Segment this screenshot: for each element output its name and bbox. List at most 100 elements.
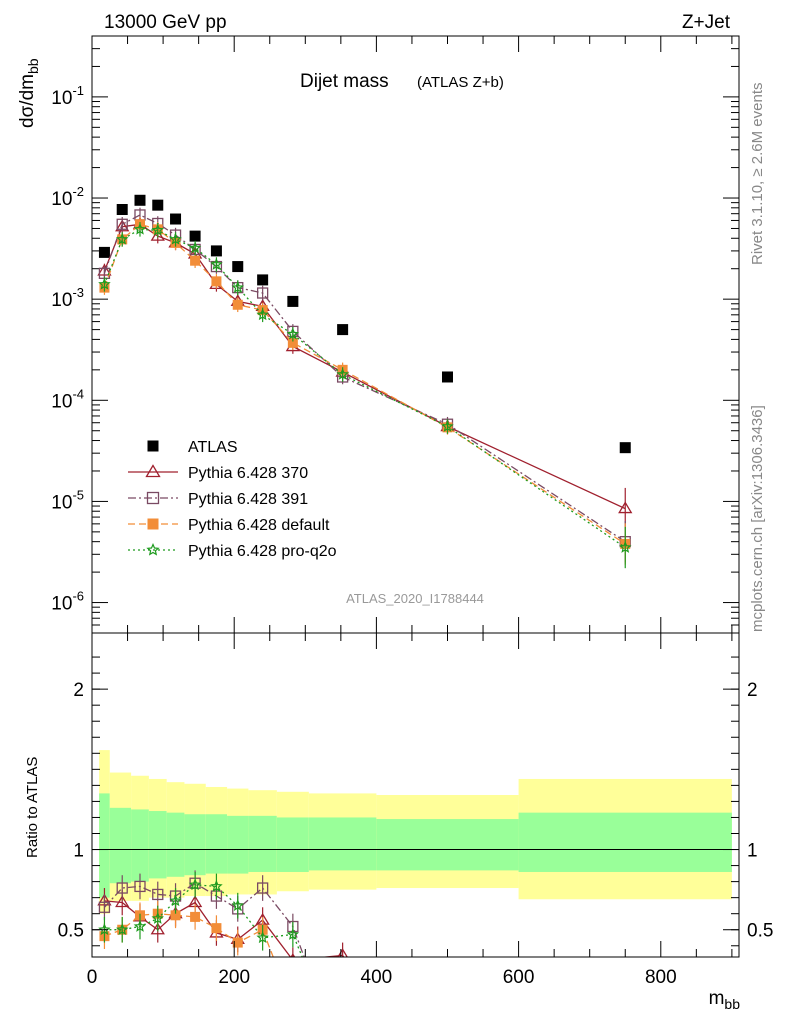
- uncertainty-band-green: [248, 815, 277, 872]
- marker-pythia-6-428-default: [232, 937, 243, 948]
- y-tick-label: 10-1: [51, 83, 84, 109]
- watermark: ATLAS_2020_I1788444: [346, 591, 484, 606]
- x-tick-label: 200: [218, 967, 250, 988]
- x-tick-label: 0: [87, 967, 98, 988]
- marker-pythia-6-428-370: [150, 922, 165, 935]
- uncertainty-band-green: [109, 807, 132, 884]
- rivet-label: Rivet 3.1.10, ≥ 2.6M events: [749, 83, 766, 266]
- series-line: [103, 223, 626, 510]
- marker-pythia-6-428-pro-q2o: [133, 222, 147, 235]
- marker-atlas: [210, 245, 222, 257]
- marker-pythia-6-428-391: [116, 218, 128, 230]
- marker-atlas: [287, 295, 299, 307]
- marker-pythia-6-428-391: [256, 882, 269, 894]
- marker-atlas: [116, 204, 128, 216]
- marker-atlas: [232, 261, 244, 273]
- marker-pythia-6-428-370: [337, 948, 348, 957]
- ratio-plot-frame: [91, 632, 740, 958]
- marker-pythia-6-428-default: [147, 518, 159, 530]
- x-axis-label-main: m: [709, 988, 725, 1009]
- energy-label: 13000 GeV pp: [104, 12, 227, 33]
- main-y-axis-label-sub: bb: [25, 58, 41, 74]
- marker-pythia-6-428-391: [152, 888, 164, 901]
- marker-pythia-6-428-pro-q2o: [151, 911, 164, 924]
- marker-pythia-6-428-370: [115, 895, 130, 908]
- ratio-y-tick-label: 1: [73, 841, 84, 862]
- marker-pythia-6-428-pro-q2o: [256, 931, 269, 944]
- marker-pythia-6-428-391: [146, 491, 160, 505]
- marker-atlas: [134, 194, 146, 206]
- mcplots-label: mcplots.cern.ch [arXiv:1306.3436]: [749, 405, 766, 632]
- marker-pythia-6-428-default: [232, 299, 243, 310]
- marker-pythia-6-428-pro-q2o: [188, 241, 202, 254]
- marker-pythia-6-428-pro-q2o: [231, 281, 244, 293]
- legend-item: ATLAS: [147, 439, 238, 456]
- uncertainty-band-green: [205, 814, 228, 874]
- legend-label: ATLAS: [188, 439, 238, 456]
- series-pythia-6-428-391: [98, 207, 631, 563]
- marker-pythia-6-428-pro-q2o: [169, 232, 182, 245]
- y-tick-label: 10-6: [51, 589, 84, 615]
- x-axis-label: mbb: [709, 988, 741, 1012]
- plot-subtitle: (ATLAS Z+b): [417, 74, 504, 91]
- marker-pythia-6-428-pro-q2o: [619, 540, 632, 553]
- legend-label: Pythia 6.428 pro-q2o: [188, 543, 337, 560]
- marker-pythia-6-428-pro-q2o: [188, 878, 202, 891]
- legend-item: Pythia 6.428 391: [128, 491, 308, 508]
- marker-pythia-6-428-default: [287, 337, 298, 348]
- y-tick-label: 10-3: [51, 285, 84, 311]
- ratio-y-tick-label-right: 1: [747, 841, 758, 862]
- ratio-y-tick-label-right: 0.5: [747, 921, 773, 942]
- uncertainty-band-green: [99, 793, 110, 898]
- marker-pythia-6-428-default: [211, 923, 222, 934]
- uncertainty-band-green: [148, 811, 167, 879]
- ratio-y-tick-label: 0.5: [58, 921, 84, 942]
- marker-pythia-6-428-default: [190, 911, 201, 922]
- marker-pythia-6-428-391: [116, 882, 128, 894]
- x-tick-label: 400: [361, 967, 393, 988]
- ratio-plot-panel: 0.5 0.5 1 1 2 2 0 200 400 600 800 Ratio to ATLAS m…: [24, 632, 773, 1012]
- legend-label: Pythia 6.428 default: [188, 517, 330, 534]
- marker-pythia-6-428-pro-q2o: [116, 232, 129, 245]
- marker-pythia-6-428-pro-q2o: [210, 879, 223, 892]
- marker-atlas: [337, 324, 349, 336]
- legend-item: Pythia 6.428 370: [128, 464, 308, 482]
- uncertainty-band-green: [184, 814, 206, 876]
- marker-pythia-6-428-pro-q2o: [116, 923, 129, 936]
- marker-pythia-6-428-pro-q2o: [256, 308, 269, 321]
- series-line: [103, 228, 626, 549]
- ratio-y-axis-label: Ratio to ATLAS: [24, 757, 41, 858]
- marker-atlas: [189, 230, 201, 242]
- marker-atlas: [147, 440, 159, 452]
- main-y-axis-label: dσ/dmbb: [17, 58, 41, 128]
- legend: ATLAS Pythia 6.428 370 Pythia 6.428 391 Pyt…: [128, 439, 337, 560]
- marker-pythia-6-428-pro-q2o: [98, 923, 111, 936]
- marker-pythia-6-428-default: [211, 276, 222, 287]
- uncertainty-band-green: [227, 815, 249, 874]
- series-pythia-6-428-370: [97, 217, 633, 530]
- marker-pythia-6-428-pro-q2o: [169, 894, 182, 907]
- marker-pythia-6-428-pro-q2o: [133, 919, 147, 932]
- marker-atlas: [441, 371, 453, 383]
- series-pythia-6-428-default: [99, 217, 631, 565]
- marker-atlas: [257, 274, 269, 286]
- marker-pythia-6-428-default: [170, 910, 181, 921]
- marker-pythia-6-428-pro-q2o: [98, 277, 111, 290]
- main-plot-panel: Dijet mass (ATLAS Z+b) dσ/dmbb ATLAS_202…: [17, 35, 740, 634]
- marker-pythia-6-428-pro-q2o: [286, 927, 300, 940]
- y-tick-label: 10-4: [51, 386, 84, 412]
- marker-pythia-6-428-391: [256, 287, 269, 299]
- legend-item: Pythia 6.428 pro-q2o: [128, 542, 337, 560]
- series-atlas: [98, 194, 631, 454]
- marker-pythia-6-428-pro-q2o: [336, 367, 349, 380]
- uncertainty-band-green: [276, 817, 309, 872]
- uncertainty-band-green: [131, 809, 149, 882]
- marker-pythia-6-428-pro-q2o: [151, 223, 164, 236]
- uncertainty-band-green: [308, 817, 377, 871]
- marker-atlas: [619, 442, 631, 454]
- marker-atlas: [152, 199, 164, 211]
- marker-pythia-6-428-pro-q2o: [286, 327, 300, 340]
- ratio-series-pythia-6-428-default: [99, 900, 274, 957]
- marker-pythia-6-428-pro-q2o: [146, 542, 160, 556]
